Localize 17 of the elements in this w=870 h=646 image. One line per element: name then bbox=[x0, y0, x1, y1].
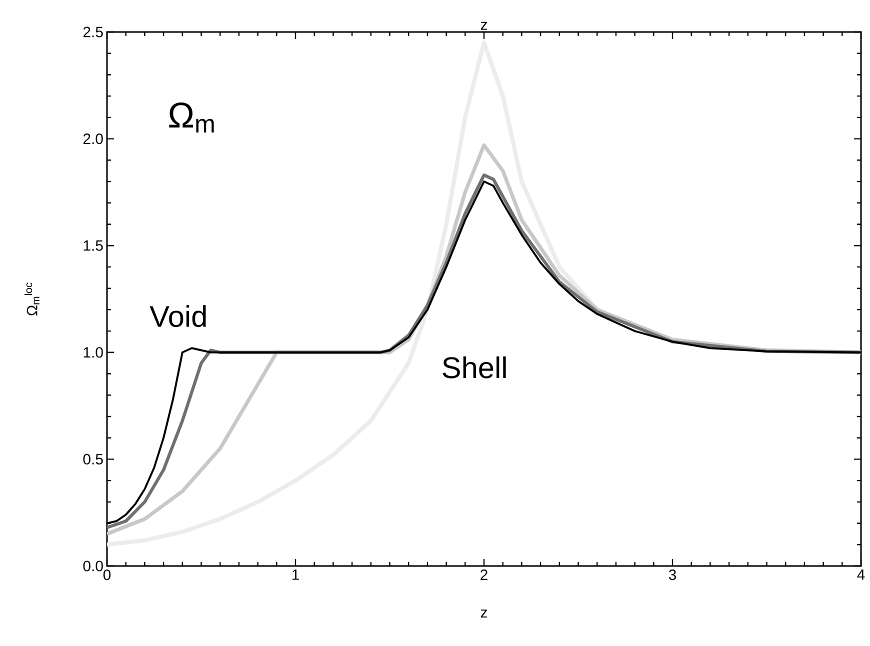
annotation: Void bbox=[150, 305, 206, 328]
x-axis-title: z bbox=[480, 610, 487, 618]
y-tick-label: 0.5 bbox=[83, 454, 103, 464]
x-tick-label: 4 bbox=[857, 570, 865, 580]
y-tick-label: 0.0 bbox=[83, 560, 103, 572]
y-axis-title: Ω$_{m}$loc bbox=[24, 282, 40, 316]
x-tick-label: 2 bbox=[480, 570, 488, 580]
annotation: Ω$_{m}$ bbox=[169, 102, 214, 132]
x-tick-label: 0 bbox=[103, 570, 111, 580]
x-tick-label: 1 bbox=[292, 570, 299, 580]
y-tick-label: 2.0 bbox=[83, 134, 103, 144]
x2-axis-title: z bbox=[480, 22, 487, 30]
y-tick-label: 2.5 bbox=[83, 26, 103, 38]
y-tick-label: 1.5 bbox=[84, 240, 103, 251]
y-tick-label: 1.0 bbox=[84, 347, 103, 358]
annotation: Shell bbox=[442, 356, 506, 378]
x-tick-label: 3 bbox=[668, 570, 676, 580]
